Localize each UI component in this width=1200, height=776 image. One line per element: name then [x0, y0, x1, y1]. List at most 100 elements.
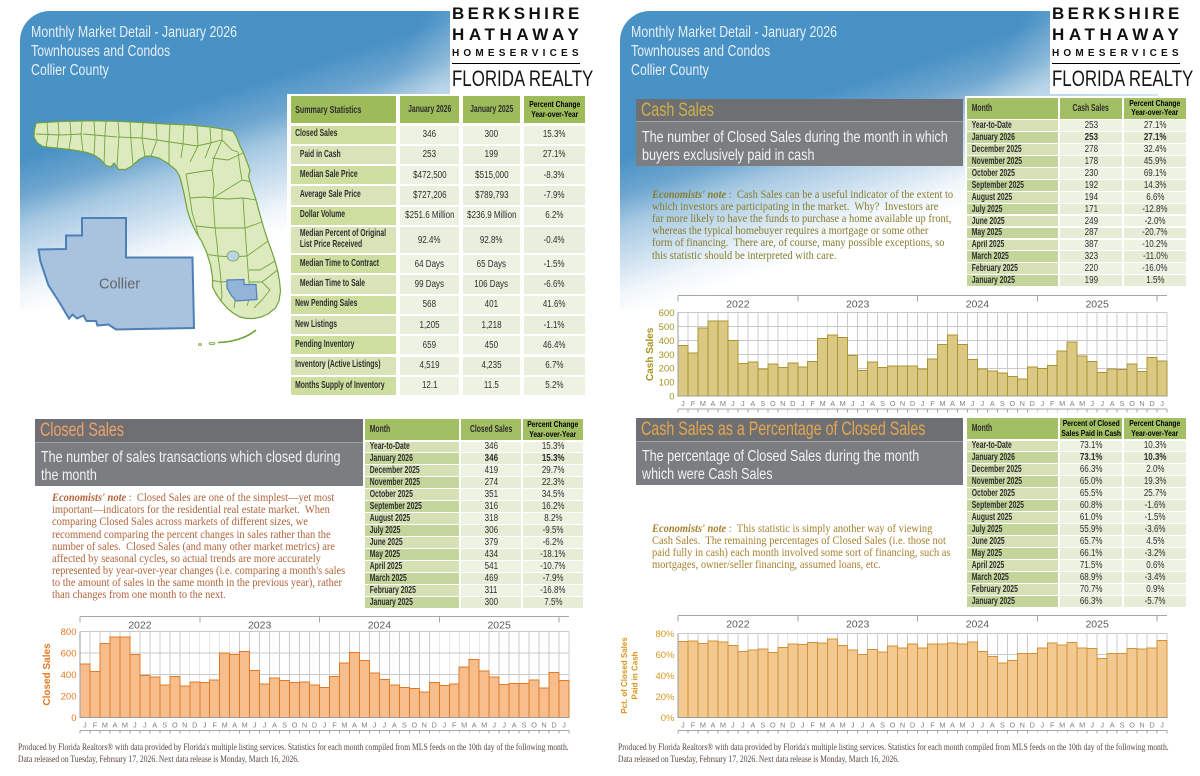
svg-text:2022: 2022 [128, 620, 152, 632]
svg-text:40%: 40% [655, 671, 675, 682]
svg-text:200: 200 [659, 364, 675, 375]
svg-text:O: O [531, 720, 537, 729]
svg-text:Cash Sales: Cash Sales [645, 327, 656, 381]
svg-text:F: F [1050, 399, 1055, 408]
svg-text:Collier: Collier [99, 277, 140, 293]
svg-text:M: M [939, 720, 945, 729]
svg-text:N: N [1020, 720, 1025, 729]
svg-text:J: J [971, 399, 975, 408]
svg-text:600: 600 [61, 648, 77, 659]
svg-text:S: S [1120, 399, 1125, 408]
svg-text:M: M [102, 720, 108, 729]
svg-text:A: A [950, 720, 955, 729]
svg-text:2023: 2023 [846, 619, 870, 631]
svg-text:M: M [461, 720, 467, 729]
svg-text:J: J [731, 720, 735, 729]
svg-text:F: F [452, 720, 457, 729]
svg-text:J: J [83, 720, 87, 729]
svg-text:J: J [133, 720, 137, 729]
svg-text:0: 0 [669, 392, 674, 403]
svg-text:S: S [1120, 720, 1125, 729]
svg-text:M: M [222, 720, 228, 729]
svg-text:A: A [1070, 720, 1075, 729]
svg-text:A: A [472, 720, 477, 729]
svg-text:J: J [1090, 720, 1094, 729]
svg-text:M: M [959, 720, 965, 729]
svg-text:J: J [681, 720, 685, 729]
svg-text:O: O [411, 720, 417, 729]
svg-text:A: A [112, 720, 117, 729]
svg-text:J: J [861, 720, 865, 729]
svg-text:F: F [691, 399, 696, 408]
svg-text:O: O [770, 720, 776, 729]
svg-text:J: J [981, 720, 985, 729]
svg-text:N: N [302, 720, 307, 729]
svg-text:J: J [143, 720, 147, 729]
svg-text:M: M [700, 720, 706, 729]
svg-text:2023: 2023 [248, 620, 272, 632]
svg-text:A: A [152, 720, 157, 729]
svg-text:S: S [1000, 399, 1005, 408]
svg-text:A: A [512, 720, 517, 729]
svg-text:J: J [731, 399, 735, 408]
svg-text:2022: 2022 [726, 299, 750, 311]
svg-text:J: J [1040, 399, 1044, 408]
svg-text:M: M [939, 399, 945, 408]
svg-text:A: A [750, 720, 755, 729]
svg-text:F: F [930, 720, 935, 729]
svg-text:Paid in Cash: Paid in Cash [631, 651, 640, 699]
svg-text:O: O [1129, 399, 1135, 408]
svg-text:A: A [870, 399, 875, 408]
svg-text:60%: 60% [655, 650, 675, 661]
svg-text:80%: 80% [655, 629, 675, 640]
svg-text:J: J [373, 720, 377, 729]
svg-text:M: M [122, 720, 128, 729]
svg-text:2023: 2023 [846, 299, 870, 311]
svg-text:M: M [720, 720, 726, 729]
svg-text:D: D [790, 399, 795, 408]
svg-text:2025: 2025 [1085, 299, 1109, 311]
svg-text:J: J [203, 720, 207, 729]
svg-text:J: J [1040, 720, 1044, 729]
svg-text:A: A [830, 720, 835, 729]
svg-text:S: S [162, 720, 167, 729]
svg-text:J: J [801, 720, 805, 729]
svg-text:J: J [502, 720, 506, 729]
svg-text:D: D [910, 720, 915, 729]
svg-text:M: M [700, 399, 706, 408]
svg-text:2024: 2024 [368, 620, 392, 632]
svg-text:O: O [172, 720, 178, 729]
svg-text:D: D [551, 720, 556, 729]
svg-text:500: 500 [659, 322, 675, 333]
svg-text:M: M [959, 399, 965, 408]
svg-text:200: 200 [61, 691, 77, 702]
svg-text:M: M [1059, 399, 1065, 408]
svg-text:N: N [900, 399, 905, 408]
svg-text:F: F [212, 720, 217, 729]
svg-text:2025: 2025 [487, 620, 511, 632]
svg-text:F: F [332, 720, 337, 729]
svg-text:100: 100 [659, 378, 675, 389]
svg-text:J: J [921, 720, 925, 729]
svg-text:D: D [790, 720, 795, 729]
svg-text:S: S [1000, 720, 1005, 729]
svg-text:A: A [710, 720, 715, 729]
svg-text:A: A [232, 720, 237, 729]
svg-text:0: 0 [71, 713, 76, 724]
svg-text:J: J [971, 720, 975, 729]
svg-text:800: 800 [61, 627, 77, 638]
svg-text:F: F [930, 399, 935, 408]
svg-text:A: A [990, 720, 995, 729]
svg-text:N: N [1139, 399, 1144, 408]
svg-text:J: J [681, 399, 685, 408]
svg-text:A: A [272, 720, 277, 729]
svg-text:F: F [93, 720, 98, 729]
svg-text:J: J [851, 399, 855, 408]
svg-text:J: J [861, 399, 865, 408]
svg-text:M: M [1079, 399, 1085, 408]
svg-text:M: M [820, 399, 826, 408]
svg-text:M: M [1059, 720, 1065, 729]
svg-text:J: J [1100, 720, 1104, 729]
svg-text:Closed Sales: Closed Sales [42, 643, 53, 706]
svg-text:A: A [710, 399, 715, 408]
